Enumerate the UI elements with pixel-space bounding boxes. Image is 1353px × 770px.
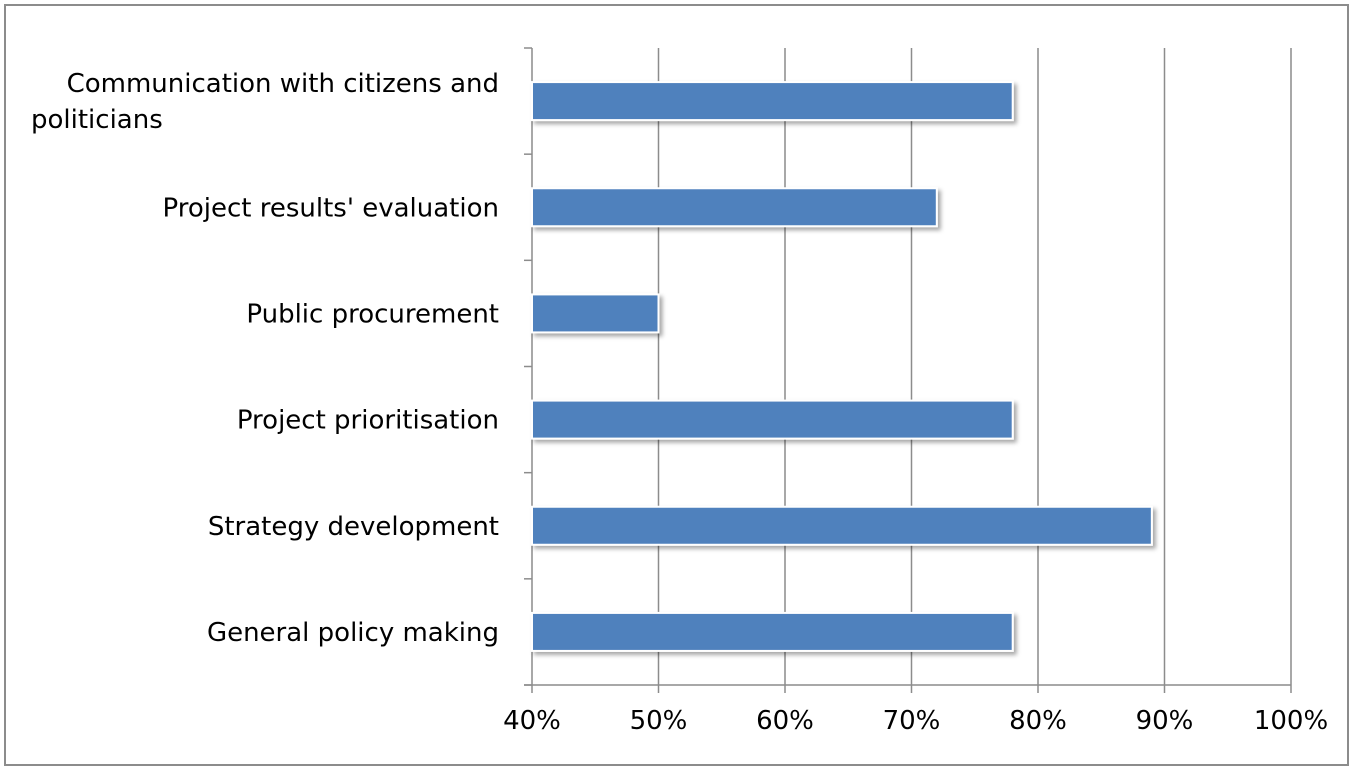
chart-frame: 40% 50% 60% 70% 80% 90% 100% Communication with… bbox=[4, 4, 1349, 766]
bar bbox=[531, 399, 1014, 440]
bars bbox=[531, 81, 1153, 652]
axes bbox=[524, 47, 1292, 693]
category-label: Project prioritisation bbox=[237, 406, 499, 436]
category-label: Public procurement bbox=[246, 299, 499, 329]
category-label: Strategy development bbox=[208, 512, 499, 542]
category-label: Communication with citizens and bbox=[67, 69, 499, 99]
bar bbox=[531, 293, 660, 334]
x-tick-label: 50% bbox=[630, 706, 688, 736]
x-tick-label: 80% bbox=[1009, 706, 1067, 736]
x-tick-label: 100% bbox=[1254, 706, 1328, 736]
bar bbox=[531, 505, 1153, 546]
x-tick-label: 90% bbox=[1136, 706, 1194, 736]
bar bbox=[531, 81, 1014, 122]
gridlines bbox=[657, 48, 1292, 685]
category-label: Project results' evaluation bbox=[163, 193, 500, 223]
category-label: politicians bbox=[31, 105, 163, 135]
bar bbox=[531, 187, 938, 228]
x-tick-label: 40% bbox=[503, 706, 561, 736]
labels: 40% 50% 60% 70% 80% 90% 100% Communication with… bbox=[31, 69, 1328, 736]
category-label: General policy making bbox=[207, 618, 499, 648]
x-tick-label: 60% bbox=[756, 706, 814, 736]
bar-chart: 40% 50% 60% 70% 80% 90% 100% Communication with… bbox=[31, 47, 1328, 736]
x-tick-label: 70% bbox=[883, 706, 941, 736]
bar bbox=[531, 611, 1014, 652]
